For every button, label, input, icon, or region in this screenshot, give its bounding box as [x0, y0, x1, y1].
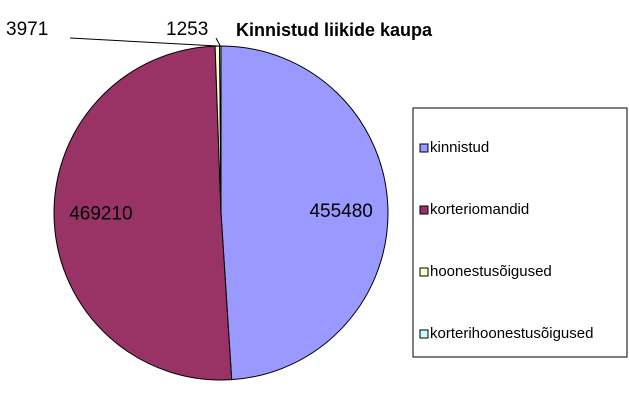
- chart-title: Kinnistud liikide kaupa: [236, 20, 433, 40]
- legend-swatch: [419, 143, 429, 153]
- legend-label: korterihoonestusõigused: [430, 325, 593, 342]
- pie-slice: [220, 45, 389, 381]
- data-label: 3971: [6, 19, 48, 40]
- legend-box: [412, 107, 628, 358]
- legend-swatch: [419, 267, 429, 277]
- data-label: 1253: [166, 19, 208, 40]
- legend-label: kinnistud: [430, 139, 489, 156]
- legend-swatch: [419, 329, 429, 339]
- leader-line: [215, 37, 221, 47]
- pie-slice: [53, 45, 233, 381]
- legend-swatch: [419, 205, 429, 215]
- data-label: 469210: [69, 204, 132, 225]
- legend-label: korteriomandid: [430, 201, 529, 218]
- legend-label: hoonestusõigused: [430, 263, 552, 280]
- leader-line: [69, 37, 218, 47]
- data-label: 455480: [309, 201, 372, 222]
